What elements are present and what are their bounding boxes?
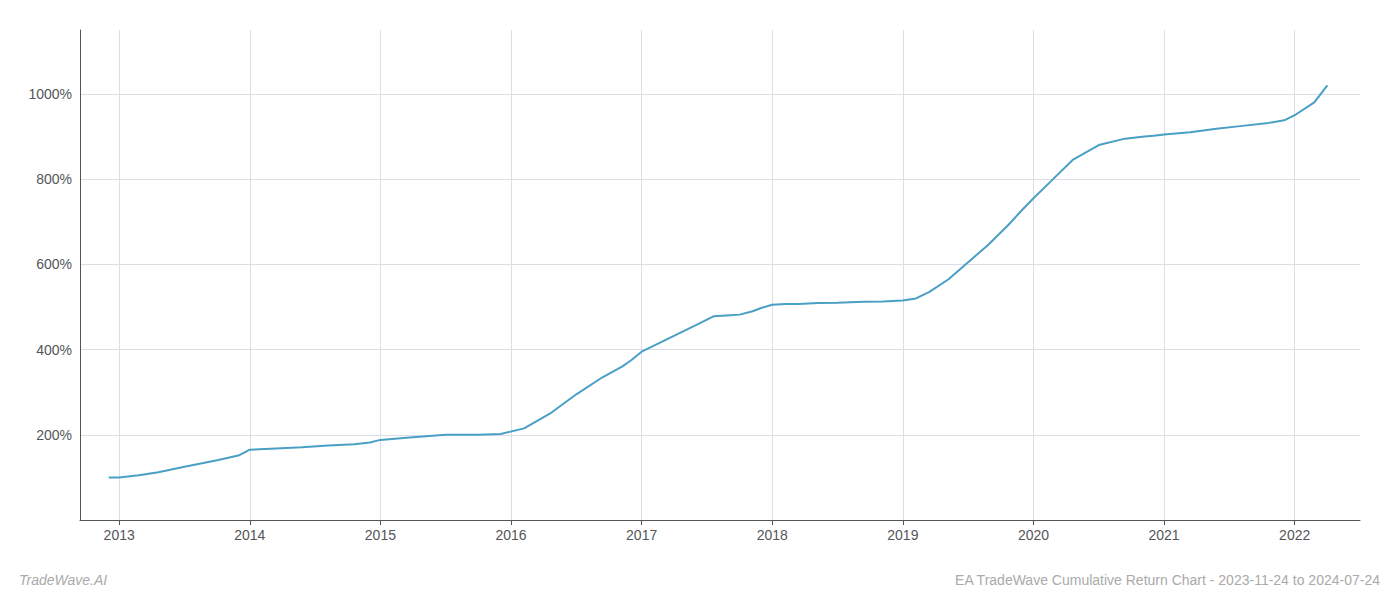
svg-text:2019: 2019 xyxy=(887,527,918,543)
svg-text:2014: 2014 xyxy=(234,527,265,543)
svg-text:2022: 2022 xyxy=(1279,527,1310,543)
svg-text:800%: 800% xyxy=(36,171,72,187)
svg-text:2017: 2017 xyxy=(626,527,657,543)
svg-text:2016: 2016 xyxy=(495,527,526,543)
svg-text:TradeWave.AI: TradeWave.AI xyxy=(19,572,107,588)
svg-text:2018: 2018 xyxy=(757,527,788,543)
svg-text:2020: 2020 xyxy=(1018,527,1049,543)
svg-text:2013: 2013 xyxy=(104,527,135,543)
svg-text:1000%: 1000% xyxy=(28,86,72,102)
svg-text:2021: 2021 xyxy=(1149,527,1180,543)
svg-text:200%: 200% xyxy=(36,427,72,443)
svg-text:EA TradeWave Cumulative Return: EA TradeWave Cumulative Return Chart - 2… xyxy=(955,572,1380,588)
svg-text:2015: 2015 xyxy=(365,527,396,543)
svg-text:600%: 600% xyxy=(36,256,72,272)
svg-text:400%: 400% xyxy=(36,342,72,358)
